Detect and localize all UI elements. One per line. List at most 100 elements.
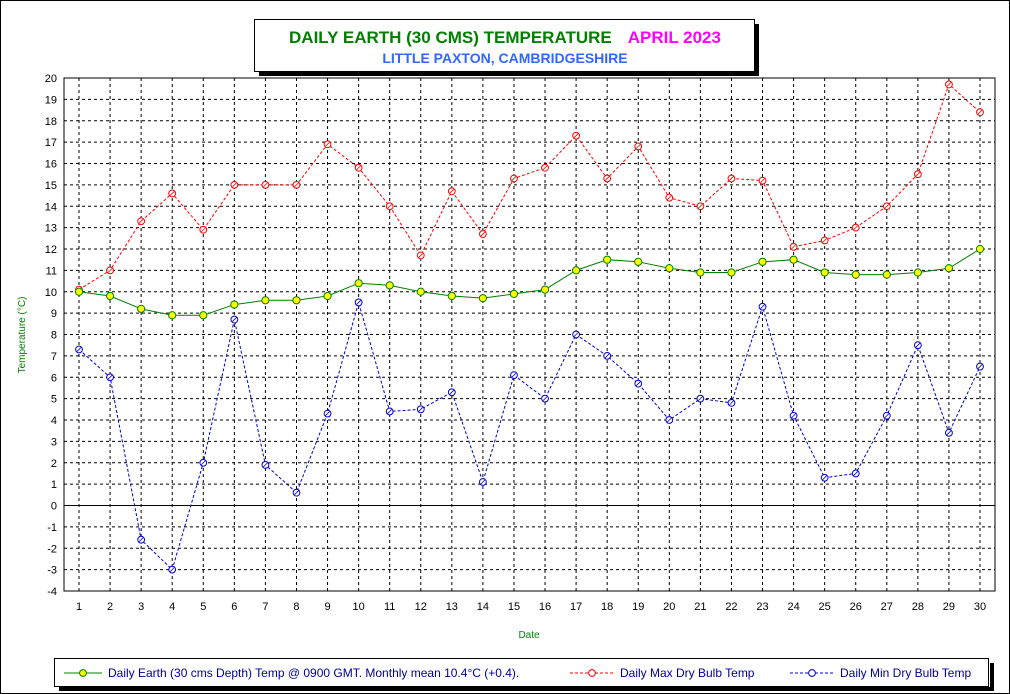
data-point — [789, 255, 798, 264]
x-tick-label: 1 — [76, 601, 82, 613]
data-point-slash — [107, 268, 113, 273]
data-point — [603, 255, 612, 264]
data-point — [540, 285, 550, 294]
data-point — [447, 291, 456, 301]
data-point-slash — [946, 82, 952, 87]
data-point-slash — [138, 537, 144, 542]
data-point — [105, 291, 115, 301]
series-line — [78, 83, 981, 291]
data-point-slash — [946, 430, 952, 436]
legend-marker — [808, 669, 816, 677]
title-box — [254, 19, 755, 72]
data-point-slash — [418, 253, 424, 258]
data-point-slash — [760, 304, 765, 309]
data-point-slash — [542, 165, 548, 171]
x-tick-label: 18 — [601, 601, 613, 613]
y-tick-label: 17 — [45, 137, 57, 149]
data-point-slash — [511, 372, 517, 378]
legend-label: Daily Earth (30 cms Depth) Temp @ 0900 G… — [108, 666, 519, 680]
x-tick-label: 29 — [943, 601, 955, 613]
x-tick-label: 23 — [756, 601, 768, 613]
y-tick-label: 20 — [45, 73, 57, 85]
x-tick-label: 10 — [352, 601, 364, 613]
data-point-slash — [635, 144, 641, 149]
data-point — [944, 264, 954, 273]
data-point-slash — [698, 203, 703, 209]
x-tick-label: 17 — [570, 601, 582, 613]
data-point-slash — [200, 460, 206, 466]
x-tick-labels: 1 2 3 4 5 6 7 8 9 10 11 12 13 14 15 16 17 18 19 20 21 22 23 24 2… — [76, 601, 986, 613]
legend-shadow-bottom — [59, 687, 994, 691]
data-point — [913, 268, 922, 277]
y-tick-label: 1 — [51, 479, 57, 491]
x-tick-label: 7 — [262, 601, 268, 613]
x-tick-label: 3 — [138, 601, 144, 613]
data-point — [572, 266, 581, 275]
x-tick-label: 28 — [912, 601, 924, 613]
data-point — [168, 311, 177, 320]
y-tick-label: 5 — [51, 394, 57, 406]
x-tick-label: 11 — [384, 601, 395, 613]
x-tick-label: 24 — [787, 601, 799, 613]
data-point — [292, 296, 301, 305]
data-point-slash — [169, 191, 175, 196]
x-tick-label: 26 — [850, 601, 862, 613]
legend-item-2: Daily Max Dry Bulb Temp — [570, 666, 755, 680]
data-point-slash — [573, 133, 579, 138]
data-point-slash — [387, 409, 392, 414]
y-tick-label: 16 — [45, 159, 57, 171]
series-line — [78, 248, 981, 316]
data-point — [727, 268, 736, 277]
x-tick-label: 14 — [477, 601, 489, 613]
y-tick-label: -3 — [47, 565, 57, 577]
legend-shadow-right — [990, 663, 994, 691]
y-tick-label: -2 — [47, 543, 57, 555]
y-tick-label: 12 — [45, 244, 57, 256]
data-point-slash — [884, 203, 890, 209]
data-point-slash — [263, 462, 268, 468]
data-point-slash — [729, 176, 734, 181]
legend-label: Daily Max Dry Bulb Temp — [620, 666, 755, 680]
data-point-slash — [107, 374, 113, 380]
data-point — [665, 264, 674, 273]
data-point-slash — [791, 244, 796, 250]
y-tick-label: -1 — [47, 522, 57, 534]
data-point-slash — [853, 471, 859, 476]
y-tick-label: 4 — [51, 415, 57, 427]
legend-item-1: Daily Earth (30 cms Depth) Temp @ 0900 G… — [64, 666, 519, 680]
data-point-slash — [232, 317, 237, 322]
y-tick-label: 13 — [45, 223, 57, 235]
data-point-slash — [667, 195, 672, 200]
data-point — [385, 281, 394, 290]
data-point — [820, 268, 829, 277]
data-point-slash — [294, 490, 299, 495]
data-point-slash — [294, 182, 299, 188]
data-point-slash — [356, 165, 361, 171]
y-tick-label: 15 — [45, 180, 57, 192]
data-point-slash — [604, 176, 610, 181]
data-point — [199, 311, 208, 320]
data-point-slash — [635, 381, 641, 386]
data-point-slash — [263, 182, 268, 188]
data-point-slash — [573, 332, 579, 337]
data-point-slash — [325, 141, 330, 147]
data-point-slash — [449, 389, 455, 395]
y-tick-label: 11 — [46, 265, 57, 277]
x-axis-title: Date — [518, 630, 540, 641]
data-point — [230, 300, 239, 309]
y-tick-label: -4 — [47, 586, 57, 598]
y-tick-label: 6 — [51, 372, 57, 384]
data-point-slash — [853, 225, 859, 230]
x-tick-label: 9 — [324, 601, 330, 613]
x-tick-label: 8 — [293, 601, 299, 613]
data-point-slash — [76, 347, 82, 352]
x-tick-label: 6 — [231, 601, 237, 613]
data-point — [354, 279, 363, 288]
data-point — [882, 270, 891, 279]
x-tick-label: 15 — [508, 601, 520, 613]
data-point-slash — [418, 407, 424, 412]
data-point-slash — [977, 364, 983, 369]
series-1 — [74, 244, 985, 320]
data-point-slash — [729, 400, 734, 406]
